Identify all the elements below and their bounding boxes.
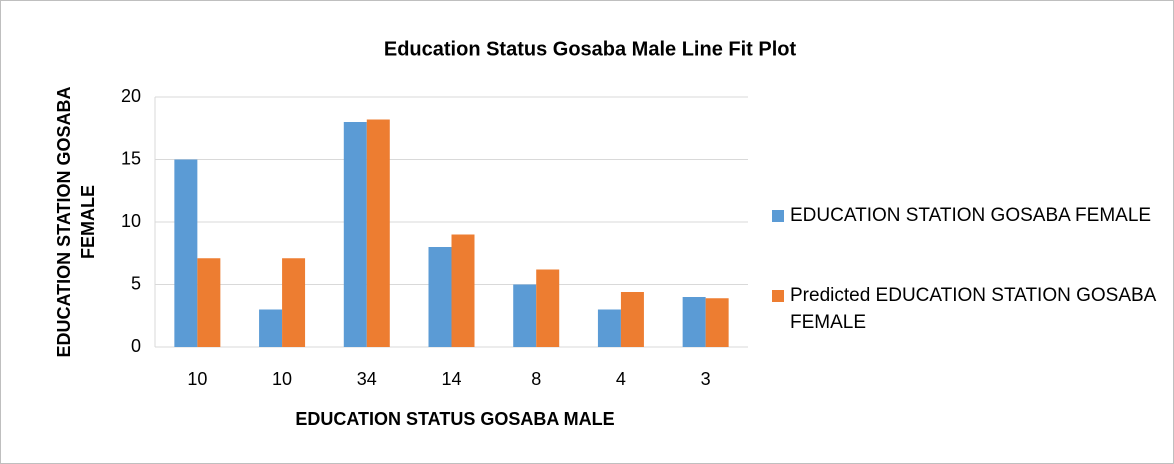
x-tick-label: 10 xyxy=(272,369,292,389)
bar xyxy=(343,122,367,347)
legend-entry: EDUCATION STATION GOSABA FEMALE xyxy=(772,202,1160,229)
y-tick-label: 5 xyxy=(131,273,141,293)
legend-swatch xyxy=(772,290,784,302)
bar xyxy=(197,258,221,347)
legend-label: Predicted EDUCATION STATION GOSABA FEMAL… xyxy=(790,285,1156,333)
bar xyxy=(282,258,306,347)
y-tick-label: 15 xyxy=(121,148,141,168)
legend-label: EDUCATION STATION GOSABA FEMALE xyxy=(790,205,1152,226)
chart-title: Education Status Gosaba Male Line Fit Pl… xyxy=(384,38,797,60)
bar xyxy=(682,297,706,347)
legend-entry: Predicted EDUCATION STATION GOSABA FEMAL… xyxy=(772,282,1160,336)
bar xyxy=(259,309,283,347)
x-tick-label: 10 xyxy=(187,369,207,389)
bar xyxy=(513,284,537,347)
bar xyxy=(620,292,644,347)
y-tick-label: 10 xyxy=(121,211,141,231)
bar xyxy=(705,298,729,347)
bar xyxy=(366,119,390,347)
y-tick-label: 20 xyxy=(121,86,141,106)
x-tick-label: 3 xyxy=(701,369,711,389)
bar xyxy=(174,159,198,347)
x-axis-label: EDUCATION STATUS GOSABA MALE xyxy=(295,409,614,429)
legend-swatch xyxy=(772,210,784,222)
bar xyxy=(451,234,475,347)
bar xyxy=(597,309,621,347)
bar xyxy=(428,247,452,347)
x-tick-label: 4 xyxy=(616,369,626,389)
x-tick-label: 8 xyxy=(531,369,541,389)
x-tick-label: 14 xyxy=(441,369,461,389)
y-tick-label: 0 xyxy=(131,336,141,356)
bar xyxy=(536,269,560,347)
y-axis-label: EDUCATION STATION GOSABA FEMALE xyxy=(54,86,98,358)
x-tick-label: 34 xyxy=(357,369,377,389)
